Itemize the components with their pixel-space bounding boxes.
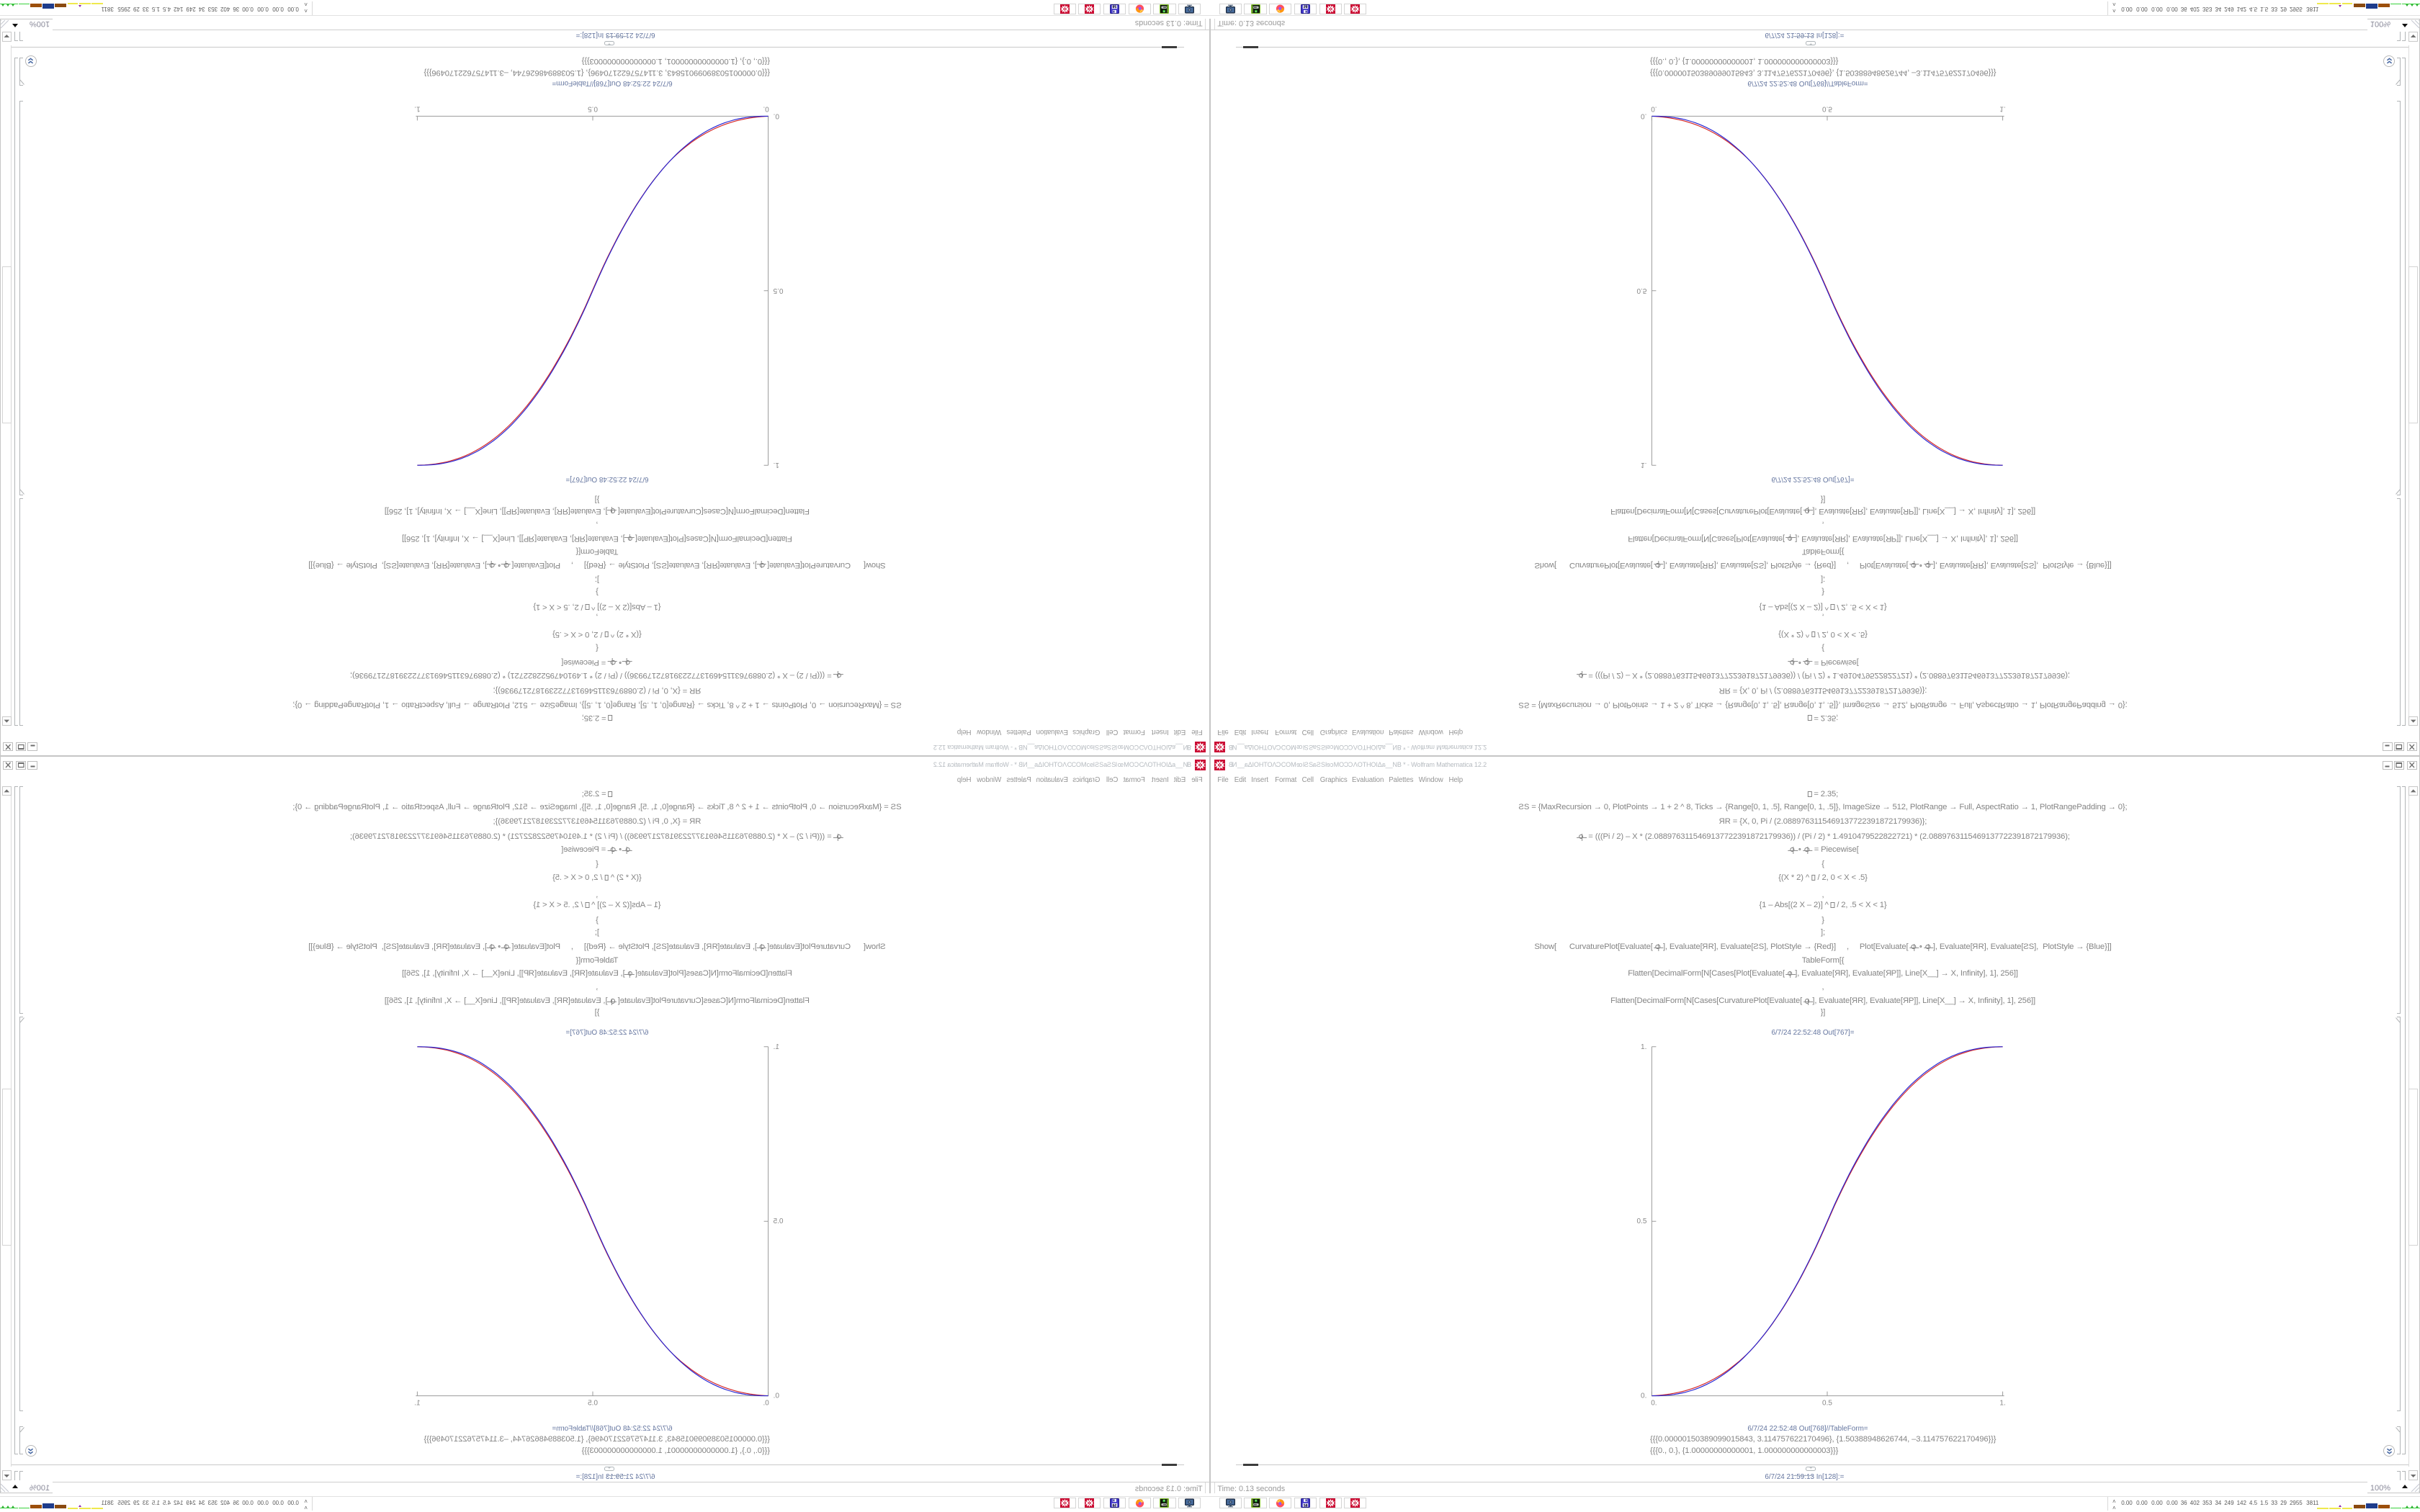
svg-text:0.: 0.: [1641, 1392, 1646, 1400]
svg-text:0.5: 0.5: [1822, 1400, 1832, 1408]
svg-text:0.5: 0.5: [1636, 1218, 1646, 1225]
svg-text:0.: 0.: [1651, 104, 1657, 112]
svg-text:0.: 0.: [1641, 112, 1646, 120]
svg-text:0.5: 0.5: [1636, 287, 1646, 294]
svg-text:0.5: 0.5: [588, 104, 598, 112]
svg-text:1.: 1.: [1641, 1043, 1646, 1051]
svg-text:0.5: 0.5: [1822, 104, 1832, 112]
svg-text:1.: 1.: [414, 104, 420, 112]
svg-text:0.: 0.: [1651, 1400, 1657, 1408]
svg-text:1.: 1.: [774, 1043, 779, 1051]
svg-text:1.: 1.: [414, 1400, 420, 1408]
svg-text:0.5: 0.5: [773, 287, 783, 294]
svg-text:0.: 0.: [763, 104, 768, 112]
svg-text:0.: 0.: [763, 1400, 768, 1408]
svg-text:0.: 0.: [774, 112, 779, 120]
svg-text:1.: 1.: [1641, 461, 1646, 469]
svg-text:1.: 1.: [1999, 104, 2005, 112]
svg-text:0.5: 0.5: [588, 1400, 598, 1408]
svg-text:1.: 1.: [1999, 1400, 2005, 1408]
svg-text:1.: 1.: [774, 461, 779, 469]
svg-text:0.: 0.: [774, 1392, 779, 1400]
svg-text:0.5: 0.5: [773, 1218, 783, 1225]
